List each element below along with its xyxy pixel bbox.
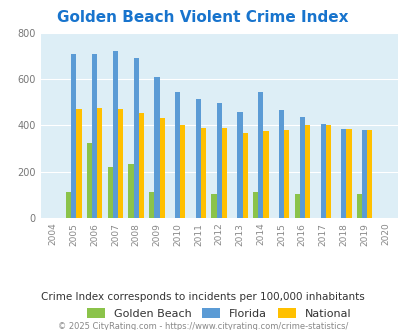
Bar	[356, 193, 361, 218]
Bar	[284, 130, 289, 218]
Bar	[299, 117, 304, 218]
Bar	[341, 129, 345, 218]
Bar	[345, 129, 351, 218]
Bar	[195, 99, 200, 218]
Bar	[87, 143, 92, 218]
Bar	[107, 167, 113, 218]
Bar	[159, 118, 164, 218]
Bar	[211, 193, 216, 218]
Legend: Golden Beach, Florida, National: Golden Beach, Florida, National	[82, 304, 355, 323]
Bar	[278, 110, 284, 218]
Bar	[320, 124, 325, 218]
Bar	[118, 109, 123, 218]
Bar	[149, 192, 154, 218]
Bar	[175, 92, 180, 218]
Bar	[154, 77, 159, 218]
Bar	[221, 128, 226, 218]
Bar	[367, 130, 371, 218]
Bar	[263, 131, 268, 218]
Bar	[237, 112, 242, 218]
Bar	[128, 163, 133, 218]
Text: Golden Beach Violent Crime Index: Golden Beach Violent Crime Index	[57, 10, 348, 25]
Bar	[66, 192, 71, 218]
Bar	[216, 103, 221, 218]
Bar	[258, 92, 263, 218]
Bar	[304, 125, 309, 218]
Bar	[133, 58, 139, 218]
Bar	[294, 193, 299, 218]
Bar	[97, 108, 102, 218]
Bar	[113, 51, 118, 218]
Bar	[71, 54, 76, 218]
Text: Crime Index corresponds to incidents per 100,000 inhabitants: Crime Index corresponds to incidents per…	[41, 292, 364, 302]
Bar	[252, 192, 258, 218]
Bar	[242, 133, 247, 218]
Bar	[361, 130, 367, 218]
Text: © 2025 CityRating.com - https://www.cityrating.com/crime-statistics/: © 2025 CityRating.com - https://www.city…	[58, 322, 347, 330]
Bar	[200, 128, 206, 218]
Bar	[76, 109, 81, 218]
Bar	[139, 113, 144, 218]
Bar	[325, 125, 330, 218]
Bar	[180, 125, 185, 218]
Bar	[92, 54, 97, 218]
